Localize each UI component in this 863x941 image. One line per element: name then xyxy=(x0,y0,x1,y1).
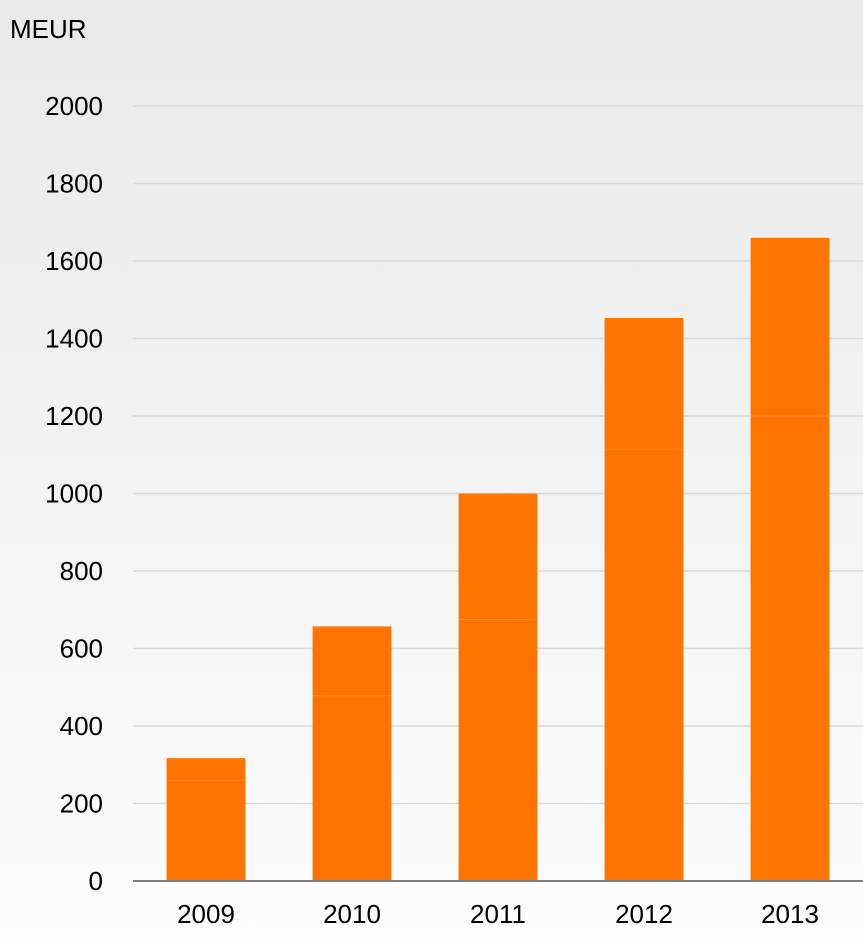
y-tick-label: 1600 xyxy=(45,246,103,276)
y-tick-label: 200 xyxy=(60,789,103,819)
bar-segment-2011-1 xyxy=(458,619,538,881)
bar-segment-2013-2 xyxy=(750,237,830,416)
bar-2010 xyxy=(312,626,392,881)
bar-2012 xyxy=(604,317,684,881)
y-tick-label: 800 xyxy=(60,556,103,586)
y-tick-label: 0 xyxy=(89,866,103,896)
bar-2013 xyxy=(750,237,830,881)
bar-2009 xyxy=(166,758,246,881)
bars xyxy=(166,237,830,881)
bar-segment-2012-1 xyxy=(604,449,684,881)
y-axis-unit-label: MEUR xyxy=(10,14,87,44)
y-tick-label: 1000 xyxy=(45,479,103,509)
bar-segment-2009-1 xyxy=(166,780,246,881)
bar-segment-2011-2 xyxy=(458,493,538,620)
x-tick-label: 2012 xyxy=(615,899,673,929)
bar-segment-2013-1 xyxy=(750,416,830,881)
x-tick-label: 2013 xyxy=(761,899,819,929)
y-tick-label: 400 xyxy=(60,711,103,741)
y-tick-label: 1400 xyxy=(45,324,103,354)
x-tick-label: 2009 xyxy=(177,899,235,929)
x-tick-label: 2010 xyxy=(323,899,381,929)
y-tick-label: 600 xyxy=(60,634,103,664)
y-tick-label: 1200 xyxy=(45,401,103,431)
y-tick-label: 1800 xyxy=(45,169,103,199)
bar-segment-2010-2 xyxy=(312,626,392,696)
bar-segment-2012-2 xyxy=(604,317,684,450)
bar-2011 xyxy=(458,493,538,881)
bar-segment-2010-1 xyxy=(312,695,392,881)
x-axis-ticks: 2009 2010 2011 2012 2013 xyxy=(177,899,819,929)
bar-segment-2009-2 xyxy=(166,758,246,781)
y-axis-ticks: 0 200 400 600 800 1000 1200 1400 1600 1800 2000 xyxy=(45,91,103,896)
y-tick-label: 2000 xyxy=(45,91,103,121)
x-tick-label: 2011 xyxy=(470,899,526,929)
